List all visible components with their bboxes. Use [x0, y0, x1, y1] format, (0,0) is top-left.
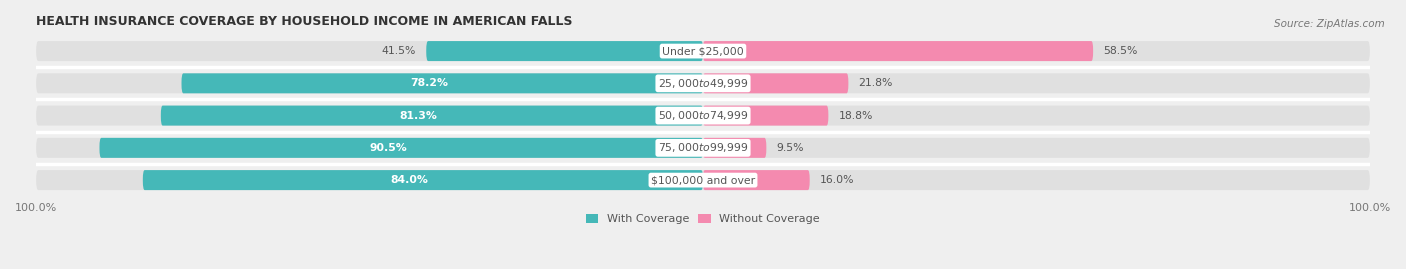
- Text: 16.0%: 16.0%: [820, 175, 855, 185]
- FancyBboxPatch shape: [37, 170, 1369, 190]
- Text: 84.0%: 84.0%: [391, 175, 429, 185]
- FancyBboxPatch shape: [703, 106, 828, 126]
- Text: 81.3%: 81.3%: [399, 111, 437, 121]
- Text: $75,000 to $99,999: $75,000 to $99,999: [658, 141, 748, 154]
- FancyBboxPatch shape: [37, 106, 1369, 126]
- Text: 78.2%: 78.2%: [411, 78, 449, 88]
- Text: 41.5%: 41.5%: [382, 46, 416, 56]
- FancyBboxPatch shape: [703, 170, 810, 190]
- Text: 9.5%: 9.5%: [776, 143, 804, 153]
- FancyBboxPatch shape: [181, 73, 703, 93]
- FancyBboxPatch shape: [703, 41, 1092, 61]
- Text: 21.8%: 21.8%: [859, 78, 893, 88]
- FancyBboxPatch shape: [143, 170, 703, 190]
- Text: Under $25,000: Under $25,000: [662, 46, 744, 56]
- FancyBboxPatch shape: [160, 106, 703, 126]
- Text: $100,000 and over: $100,000 and over: [651, 175, 755, 185]
- FancyBboxPatch shape: [37, 73, 1369, 93]
- FancyBboxPatch shape: [703, 73, 848, 93]
- Text: $25,000 to $49,999: $25,000 to $49,999: [658, 77, 748, 90]
- Text: Source: ZipAtlas.com: Source: ZipAtlas.com: [1274, 19, 1385, 29]
- Text: 18.8%: 18.8%: [838, 111, 873, 121]
- Text: 58.5%: 58.5%: [1104, 46, 1137, 56]
- FancyBboxPatch shape: [426, 41, 703, 61]
- FancyBboxPatch shape: [37, 138, 1369, 158]
- FancyBboxPatch shape: [100, 138, 703, 158]
- FancyBboxPatch shape: [703, 138, 766, 158]
- Text: HEALTH INSURANCE COVERAGE BY HOUSEHOLD INCOME IN AMERICAN FALLS: HEALTH INSURANCE COVERAGE BY HOUSEHOLD I…: [37, 15, 572, 28]
- Text: 90.5%: 90.5%: [368, 143, 406, 153]
- FancyBboxPatch shape: [37, 41, 1369, 61]
- Legend: With Coverage, Without Coverage: With Coverage, Without Coverage: [582, 209, 824, 228]
- Text: $50,000 to $74,999: $50,000 to $74,999: [658, 109, 748, 122]
